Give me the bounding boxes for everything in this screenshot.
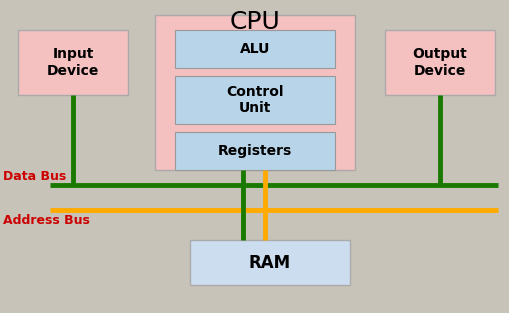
Text: RAM: RAM xyxy=(249,254,291,271)
Bar xyxy=(175,132,335,170)
Text: ALU: ALU xyxy=(240,42,270,56)
Text: Control
Unit: Control Unit xyxy=(226,85,284,115)
Bar xyxy=(18,30,128,95)
Text: Registers: Registers xyxy=(218,144,292,158)
Bar xyxy=(385,30,495,95)
Bar xyxy=(175,76,335,124)
Text: Output
Device: Output Device xyxy=(413,47,467,78)
Bar xyxy=(155,15,355,170)
Bar xyxy=(175,30,335,68)
Text: Data Bus: Data Bus xyxy=(3,171,66,183)
Text: Address Bus: Address Bus xyxy=(3,213,90,227)
Text: Input
Device: Input Device xyxy=(47,47,99,78)
Text: CPU: CPU xyxy=(230,10,280,34)
Bar xyxy=(190,240,350,285)
